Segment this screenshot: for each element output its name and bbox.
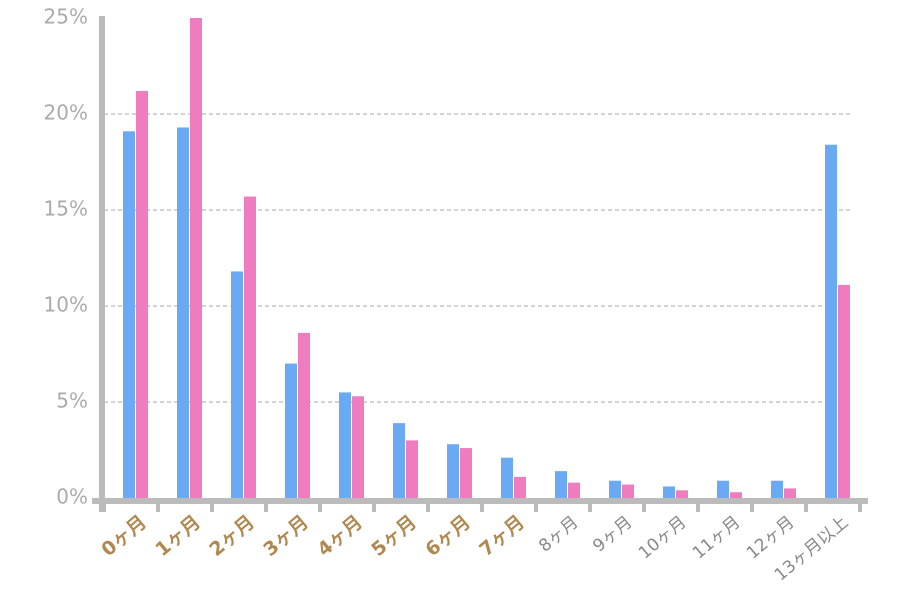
bar: [177, 127, 189, 498]
x-tick-label: 4ヶ月: [313, 511, 366, 561]
bar: [231, 271, 243, 498]
x-tick-label: 11ヶ月: [689, 512, 744, 563]
x-tick-label: 8ヶ月: [535, 512, 582, 556]
x-tick-label: 1ヶ月: [151, 511, 204, 561]
bar: [825, 144, 837, 498]
bar: [123, 131, 135, 498]
bar: [285, 363, 297, 498]
x-tick-label: 7ヶ月: [475, 511, 528, 561]
bar: [447, 444, 459, 498]
bar: [730, 492, 742, 498]
bar: [663, 486, 675, 498]
bar: [406, 440, 418, 498]
y-tick-label: 20%: [44, 101, 88, 125]
bar: [555, 471, 567, 498]
x-tick-label: 0ヶ月: [97, 511, 150, 561]
bar: [676, 490, 688, 498]
x-tick-label: 3ヶ月: [259, 511, 312, 561]
bar: [838, 284, 850, 498]
bar: [501, 457, 513, 498]
x-tick-label: 5ヶ月: [367, 511, 420, 561]
x-tick-label: 2ヶ月: [205, 511, 258, 561]
bar: [609, 480, 621, 498]
y-tick-label: 5%: [56, 389, 88, 413]
bar: [244, 196, 256, 498]
bar: [393, 423, 405, 498]
x-tick-label: 6ヶ月: [421, 511, 474, 561]
bar: [298, 332, 310, 498]
bar: [717, 480, 729, 498]
y-tick-label: 10%: [44, 293, 88, 317]
bar: [136, 90, 148, 499]
y-tick-label: 25%: [44, 5, 88, 29]
y-tick-label: 15%: [44, 197, 88, 221]
x-tick-label: 10ヶ月: [635, 512, 690, 563]
bar: [784, 488, 796, 498]
bar: [460, 448, 472, 498]
bar: [190, 18, 202, 498]
bar: [352, 396, 364, 498]
bar: [339, 392, 351, 498]
bar: [771, 480, 783, 498]
bar: [568, 482, 580, 498]
y-tick-label: 0%: [56, 485, 88, 509]
x-tick-label: 9ヶ月: [589, 512, 636, 556]
bar: [514, 476, 526, 498]
bar: [622, 484, 634, 498]
